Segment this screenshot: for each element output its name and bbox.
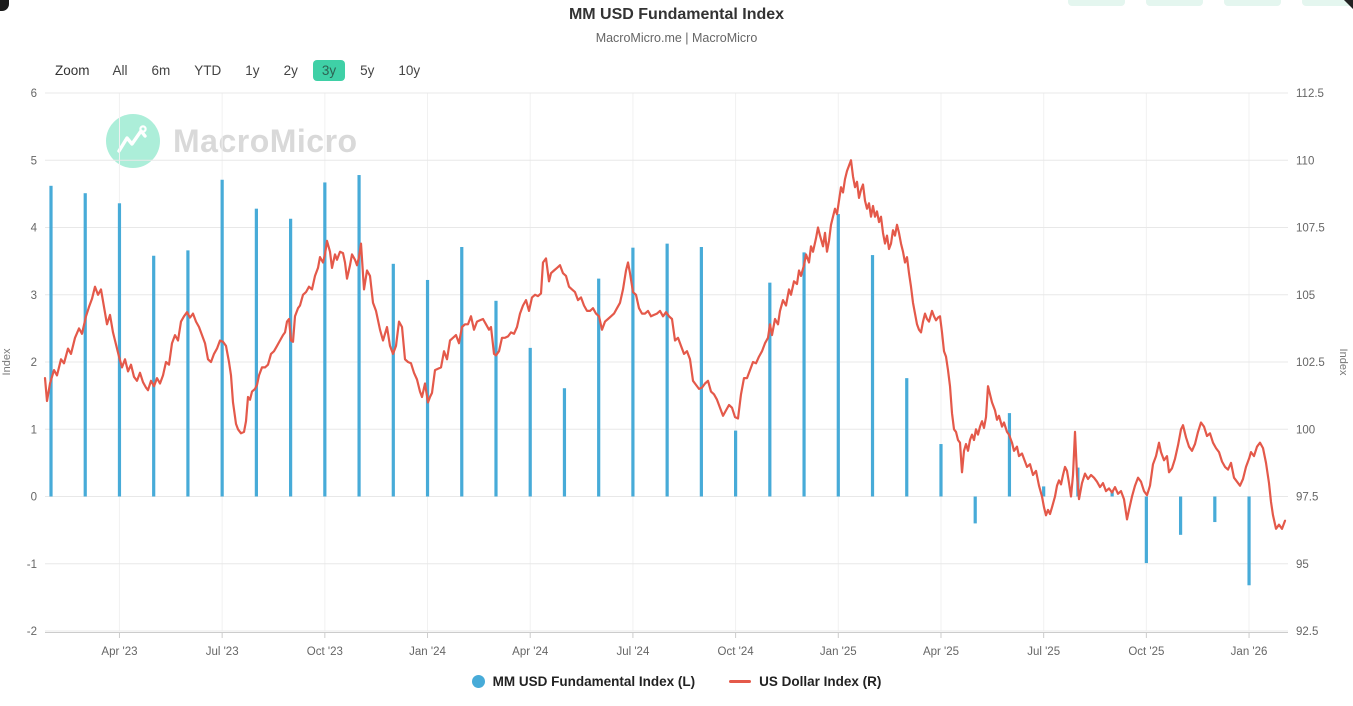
zoom-label: Zoom (55, 63, 90, 78)
bar-jun--24[interactable] (597, 278, 601, 497)
range-button-1y[interactable]: 1y (245, 63, 260, 78)
x-axis-tick-label: Jan '24 (409, 646, 446, 658)
bar-sep--23[interactable] (289, 218, 293, 497)
right-axis-tick-label: 110 (1296, 155, 1314, 167)
bar-may--23[interactable] (152, 255, 156, 497)
left-axis-tick-label: 2 (31, 357, 37, 369)
range-button-2y[interactable]: 2y (283, 63, 298, 78)
bar-nov--25[interactable] (1178, 496, 1183, 535)
page-subtitle: MacroMicro.me | MacroMicro (595, 31, 758, 45)
right-axis-tick-label: 102.5 (1296, 357, 1325, 369)
legend-label: US Dollar Index (R) (759, 674, 882, 689)
left-axis-tick-label: 0 (31, 492, 37, 504)
bar-jan--25[interactable] (836, 214, 840, 497)
legend-label: MM USD Fundamental Index (L) (492, 674, 696, 689)
zoom-toolbar: Zoom All 6m YTD 1y 2y 3y 5y 10y (55, 60, 429, 81)
bar-nov--23[interactable] (357, 175, 361, 497)
chart-legend: MM USD Fundamental Index (L) US Dollar I… (0, 674, 1353, 689)
bar-mar--25[interactable] (905, 378, 909, 497)
bar-jan--26[interactable] (1247, 496, 1251, 586)
left-axis-tick-label: -1 (27, 559, 37, 571)
bar-apr--24[interactable] (528, 347, 532, 497)
left-axis-tick-label: 3 (31, 290, 37, 302)
x-axis-tick-label: Jul '24 (616, 646, 649, 658)
legend-item-us-dollar-index[interactable]: US Dollar Index (R) (729, 674, 881, 689)
x-axis-tick-label: Jan '25 (820, 646, 857, 658)
bar-sep--24[interactable] (699, 247, 703, 497)
bar-mar--24[interactable] (494, 300, 498, 497)
right-axis-tick-label: 95 (1296, 559, 1309, 571)
bar-dec--25[interactable] (1213, 496, 1217, 523)
range-button-6m[interactable]: 6m (151, 63, 171, 78)
left-axis-tick-label: -2 (27, 626, 37, 638)
bar-oct--23[interactable] (323, 182, 327, 497)
bar-feb--24[interactable] (460, 247, 464, 497)
bar-apr--23[interactable] (117, 203, 122, 497)
bar-feb--23[interactable] (49, 185, 53, 497)
bar-may--24[interactable] (562, 388, 567, 497)
right-axis-tick-label: 105 (1296, 290, 1315, 302)
bar-oct--24[interactable] (734, 430, 738, 497)
bar-apr--25[interactable] (939, 444, 943, 497)
bar-feb--25[interactable] (870, 255, 875, 497)
bar-aug--24[interactable] (665, 243, 669, 497)
range-button-10y[interactable]: 10y (398, 63, 421, 78)
page-title: MM USD Fundamental Index (568, 6, 785, 23)
x-axis-tick-label: Jul '25 (1027, 646, 1060, 658)
us-dollar-index-line[interactable] (43, 159, 1287, 530)
x-axis-tick-label: Oct '24 (718, 646, 755, 658)
bar-jul--23[interactable] (220, 179, 224, 497)
cutoff-button-4[interactable] (1302, 0, 1353, 6)
bar-mar--23[interactable] (83, 193, 87, 497)
x-axis-tick-label: Jan '26 (1231, 646, 1268, 658)
x-axis-tick-label: Oct '25 (1128, 646, 1164, 658)
legend-line-marker (729, 680, 752, 683)
bar-jul--24[interactable] (631, 247, 635, 497)
bar-dec--23[interactable] (391, 263, 395, 497)
left-axis-title: Index (1, 348, 13, 375)
x-axis-tick-label: Apr '24 (512, 646, 549, 658)
x-axis-tick-label: Oct '23 (307, 646, 343, 658)
right-axis-tick-label: 97.5 (1296, 492, 1318, 504)
legend-circle-marker (471, 675, 485, 688)
bar-jan--24[interactable] (425, 279, 430, 497)
right-axis-tick-label: 107.5 (1296, 223, 1325, 235)
range-button-ytd[interactable]: YTD (194, 63, 222, 78)
cutoff-button-3[interactable] (1224, 0, 1281, 6)
range-button-all[interactable]: All (112, 63, 128, 78)
right-axis-title: Index (1337, 349, 1349, 376)
bar-jul--25[interactable] (1042, 486, 1046, 497)
cursor-fragment-top-left (0, 0, 9, 11)
range-button-5y[interactable]: 5y (360, 63, 375, 78)
bar-sep--25[interactable] (1110, 491, 1114, 497)
left-axis-tick-label: 6 (31, 88, 37, 100)
bar-dec--24[interactable] (802, 252, 806, 497)
bar-aug--23[interactable] (254, 208, 258, 497)
bar-may--25[interactable] (973, 496, 977, 524)
bar-jun--25[interactable] (1007, 413, 1012, 497)
x-axis-tick-label: Apr '25 (923, 646, 959, 658)
cursor-fragment-top-right (1344, 0, 1353, 9)
left-axis-tick-label: 4 (31, 223, 38, 235)
cutoff-button-2[interactable] (1146, 0, 1203, 6)
range-button-3y[interactable]: 3y (312, 60, 346, 81)
right-axis-tick-label: 112.5 (1296, 88, 1324, 100)
right-axis-tick-label: 100 (1296, 424, 1315, 436)
bar-oct--25[interactable] (1144, 496, 1148, 564)
x-axis-tick-label: Apr '23 (101, 646, 137, 658)
cutoff-button-1[interactable] (1068, 0, 1125, 6)
bar-jun--23[interactable] (186, 250, 190, 497)
x-axis-tick-label: Jul '23 (206, 646, 239, 658)
bar-nov--24[interactable] (768, 282, 772, 497)
right-axis-tick-label: 92.5 (1296, 626, 1318, 638)
left-axis-tick-label: 1 (31, 424, 37, 436)
legend-item-mm-usd-fundamental-index[interactable]: MM USD Fundamental Index (L) (471, 674, 696, 689)
left-axis-tick-label: 5 (31, 155, 37, 167)
